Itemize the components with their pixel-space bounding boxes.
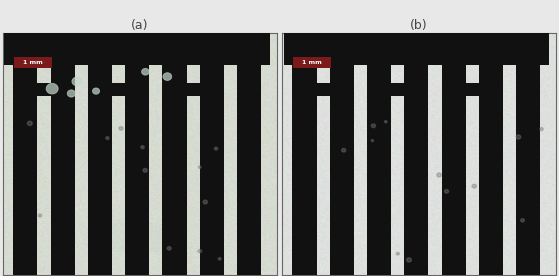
Bar xyxy=(228,33,270,65)
Bar xyxy=(79,33,121,65)
Circle shape xyxy=(119,127,123,130)
Bar xyxy=(200,33,224,275)
Circle shape xyxy=(203,200,207,204)
Bar xyxy=(116,33,158,65)
Bar xyxy=(283,33,325,65)
Circle shape xyxy=(516,135,520,139)
Circle shape xyxy=(27,121,32,126)
Circle shape xyxy=(163,73,172,81)
Bar xyxy=(42,33,83,65)
Bar xyxy=(191,33,233,65)
Title: (b): (b) xyxy=(410,19,428,32)
Circle shape xyxy=(342,148,346,152)
Circle shape xyxy=(371,124,376,128)
Bar xyxy=(292,83,354,96)
Bar xyxy=(479,33,503,275)
Bar xyxy=(433,33,475,65)
Bar xyxy=(13,83,75,96)
Circle shape xyxy=(198,166,201,168)
Bar xyxy=(442,83,503,96)
Bar xyxy=(13,33,37,275)
Text: 1 mm: 1 mm xyxy=(302,60,322,65)
Circle shape xyxy=(92,88,100,94)
Circle shape xyxy=(141,146,144,149)
Circle shape xyxy=(396,252,399,255)
Circle shape xyxy=(167,246,171,250)
Circle shape xyxy=(406,258,411,262)
Circle shape xyxy=(540,128,543,131)
Circle shape xyxy=(371,140,373,142)
Bar xyxy=(321,33,363,65)
Bar xyxy=(404,33,428,275)
Circle shape xyxy=(472,184,476,188)
Bar xyxy=(88,33,112,275)
Circle shape xyxy=(106,137,109,139)
Bar xyxy=(292,33,316,275)
Circle shape xyxy=(143,168,147,172)
Bar xyxy=(88,83,149,96)
Bar xyxy=(516,33,541,275)
Circle shape xyxy=(218,258,221,260)
Bar xyxy=(508,33,549,65)
Bar xyxy=(367,83,428,96)
Bar xyxy=(330,33,354,275)
Bar xyxy=(396,33,437,65)
Text: 1 mm: 1 mm xyxy=(23,60,43,65)
Bar xyxy=(293,57,331,68)
Circle shape xyxy=(67,90,75,97)
Circle shape xyxy=(38,214,41,217)
Bar xyxy=(154,33,195,65)
Circle shape xyxy=(215,147,217,150)
Bar xyxy=(125,33,149,275)
Circle shape xyxy=(46,83,58,94)
Circle shape xyxy=(141,68,149,75)
Circle shape xyxy=(72,77,82,86)
Bar xyxy=(4,33,46,65)
Bar xyxy=(163,33,187,275)
Circle shape xyxy=(385,121,387,123)
Bar xyxy=(358,33,400,65)
Circle shape xyxy=(444,190,449,193)
Circle shape xyxy=(520,219,524,222)
Circle shape xyxy=(198,250,202,253)
Circle shape xyxy=(437,173,442,177)
Bar xyxy=(442,33,466,275)
Bar xyxy=(367,33,391,275)
Bar xyxy=(237,33,261,275)
Bar xyxy=(50,33,75,275)
Title: (a): (a) xyxy=(131,19,149,32)
Bar xyxy=(14,57,52,68)
Bar xyxy=(163,83,224,96)
Bar xyxy=(470,33,512,65)
